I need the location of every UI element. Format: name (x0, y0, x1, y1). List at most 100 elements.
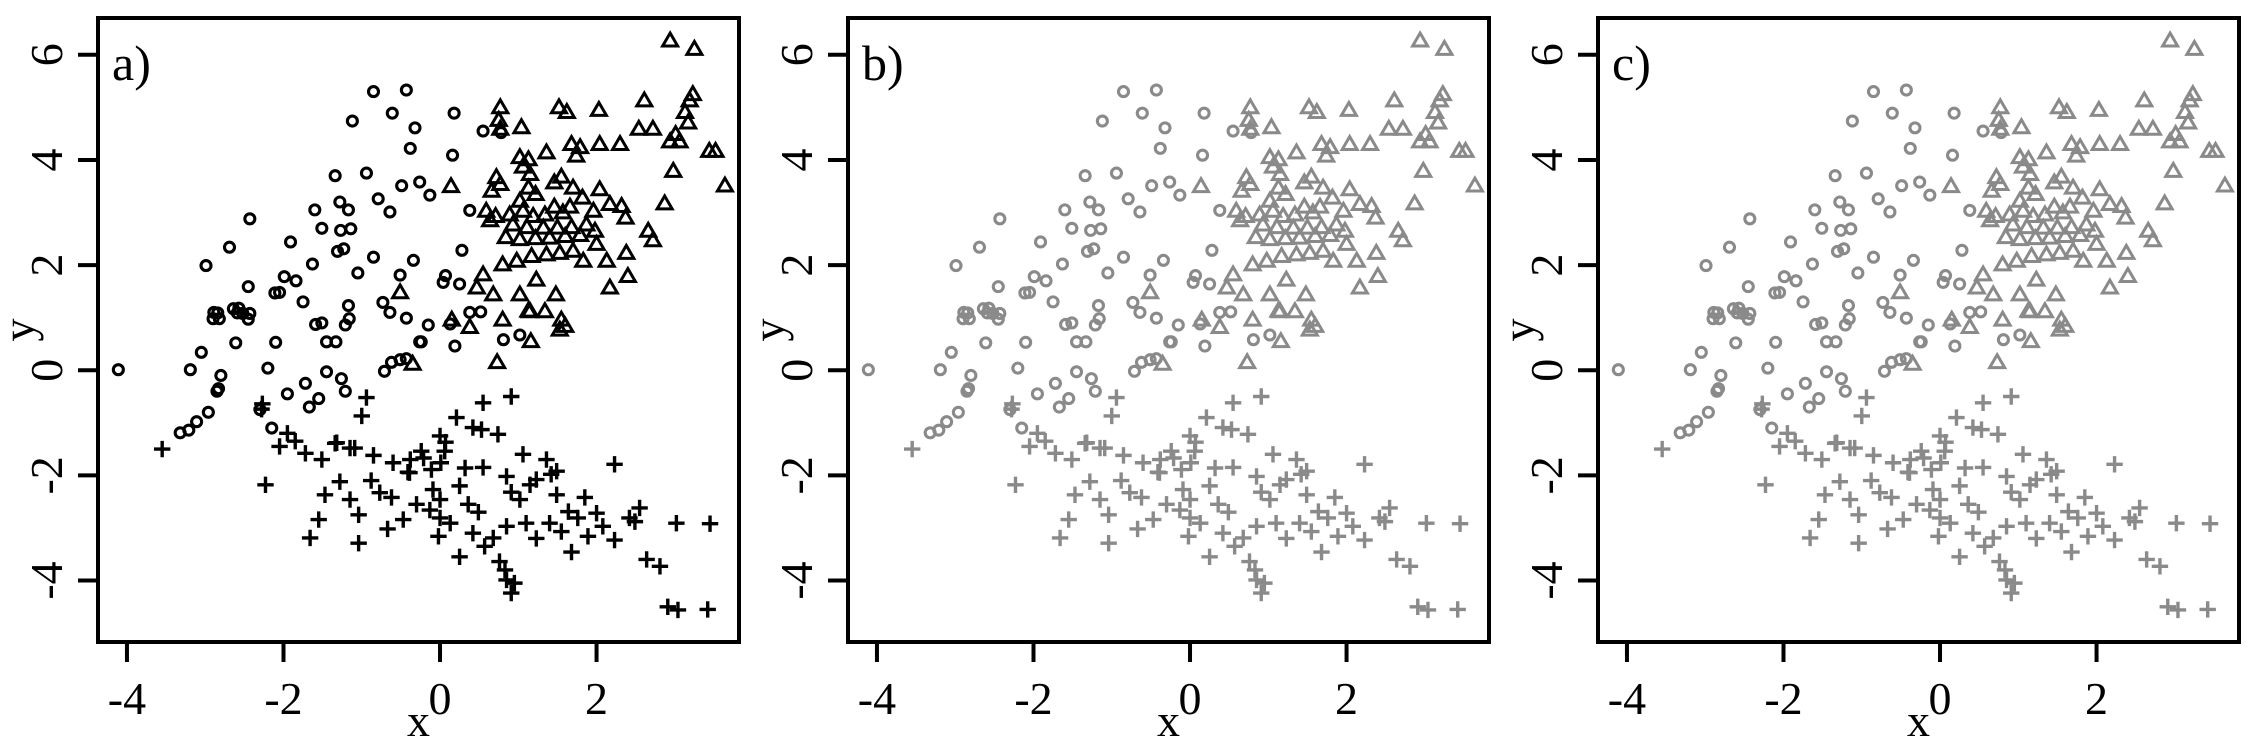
data-point-circle (1895, 179, 1909, 193)
data-point-triangle (1404, 193, 1425, 211)
data-point-triangle (526, 269, 547, 287)
data-point-plus (1951, 548, 1968, 566)
data-point-triangle (2025, 183, 2046, 201)
data-point-circle (476, 124, 490, 138)
data-point-circle (438, 269, 453, 283)
data-point-triangle (674, 101, 696, 119)
data-point-circle (241, 280, 255, 294)
data-point-plus (1964, 524, 1982, 542)
x-tick-label: 0 (429, 673, 452, 724)
data-point-circle (1084, 223, 1098, 237)
data-point-plus (395, 511, 412, 528)
data-point-triangle (1424, 101, 1446, 119)
data-point-circle (1094, 222, 1108, 236)
data-point-triangle (1987, 351, 2008, 370)
data-point-plus (506, 574, 523, 592)
data-point-circle (319, 365, 334, 379)
data-point-circle (933, 363, 947, 377)
data-point-circle (1743, 306, 1757, 320)
data-point-triangle (1359, 133, 1381, 152)
data-point-plus (371, 484, 388, 501)
data-point-triangle (556, 101, 577, 119)
data-point-triangle (1283, 217, 1304, 235)
data-point-plus (1201, 477, 1218, 495)
data-point-triangle (2012, 156, 2034, 174)
data-point-circle (1046, 295, 1060, 309)
data-point-triangle (1419, 131, 1440, 149)
data-point-circle (1058, 203, 1072, 217)
y-tick-label: 6 (1521, 43, 1572, 66)
y-tick-label: 4 (21, 148, 72, 171)
data-point-circle (1893, 268, 1907, 282)
data-point-circle (1830, 244, 1845, 258)
data-point-circle (1834, 372, 1848, 386)
data-point-plus (1278, 530, 1295, 547)
data-point-plus (1158, 496, 1175, 513)
data-point-circle (1899, 311, 1913, 325)
data-point-circle (474, 305, 488, 319)
data-point-plus (451, 548, 468, 566)
x-tick-label: 2 (585, 673, 608, 724)
data-point-circle (1936, 275, 1950, 289)
data-point-circle (1741, 312, 1755, 326)
data-point-triangle (589, 178, 610, 197)
x-tick-label: -4 (858, 673, 896, 724)
data-point-circle (1948, 339, 1962, 353)
data-point-triangle (519, 163, 541, 181)
data-point-plus (1214, 524, 1232, 542)
data-point-plus (1787, 432, 1804, 450)
data-point-triangle (1299, 319, 1320, 337)
data-point-triangle (2128, 118, 2149, 136)
data-point-triangle (2109, 133, 2131, 152)
data-point-triangle (1349, 193, 1370, 211)
data-point-triangle (2076, 214, 2097, 232)
data-point-triangle (1434, 38, 1455, 56)
data-point-plus (1959, 496, 1977, 513)
data-point-plus (1253, 584, 1270, 602)
data-point-circle (980, 306, 994, 320)
data-point-circle (1780, 387, 1794, 401)
data-point-circle (964, 368, 978, 383)
data-point-plus (2048, 486, 2065, 504)
data-point-triangle (1323, 250, 1344, 268)
x-tick-label: -2 (1764, 673, 1802, 724)
y-tick-label: 4 (771, 148, 822, 171)
data-point-circle (1052, 400, 1066, 414)
data-point-circle (315, 316, 329, 330)
data-point-triangle (2036, 142, 2057, 160)
data-point-triangle (2033, 217, 2054, 235)
data-point-circle (305, 257, 319, 271)
data-point-triangle (1276, 269, 1297, 287)
data-point-plus (1757, 476, 1774, 494)
data-point-triangle (2066, 145, 2087, 163)
data-point-circle (330, 244, 345, 258)
data-point-plus (448, 409, 465, 426)
data-point-circle (261, 361, 275, 375)
data-point-plus (2006, 574, 2023, 592)
data-point-circle (1851, 266, 1865, 280)
x-tick-label: 2 (1335, 673, 1358, 724)
data-point-plus (1310, 503, 1327, 520)
data-point-circle (173, 426, 187, 440)
data-point-plus (1831, 473, 1849, 490)
data-point-triangle (1284, 300, 1306, 319)
data-point-plus (1096, 439, 1113, 457)
decision-boundary-right (1918, 362, 2239, 383)
data-point-triangle (1981, 180, 2002, 198)
data-point-circle (1121, 192, 1135, 206)
data-point-triangle (1266, 216, 1288, 235)
data-point-plus (1884, 454, 1902, 471)
data-point-plus (1871, 484, 1888, 501)
data-point-circle (1765, 421, 1779, 435)
data-point-circle (1083, 195, 1097, 209)
data-point-triangle (1270, 330, 1291, 349)
data-point-plus (2159, 598, 2176, 615)
data-point-triangle (1983, 283, 2004, 302)
data-point-plus (431, 509, 449, 527)
panel-letter-b: b) (862, 35, 904, 91)
data-point-plus (1879, 520, 1896, 538)
data-point-plus (491, 553, 508, 570)
data-point-triangle (1226, 200, 1247, 218)
scatter-plot-c: -4 -2 0 2 -4 -2 0 2 4 6 x y c) (1500, 16, 2241, 746)
data-point-plus (279, 425, 296, 442)
